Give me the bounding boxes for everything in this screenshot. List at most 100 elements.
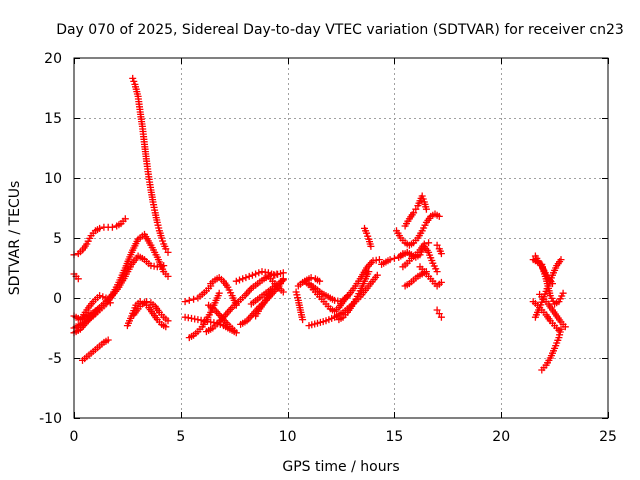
x-tick-label: 25: [599, 429, 617, 445]
data-point: [264, 269, 272, 277]
data-point: [159, 237, 167, 245]
series-sat-b: [70, 270, 82, 283]
data-point: [129, 74, 137, 82]
data-point: [269, 286, 277, 294]
series-sat-ad: [393, 210, 443, 249]
data-point: [561, 323, 569, 331]
data-point: [435, 310, 443, 318]
data-point: [559, 289, 567, 297]
data-point: [418, 192, 426, 200]
series-sat-aa: [335, 268, 373, 324]
x-tick-label: 10: [279, 429, 297, 445]
series-sat-aj: [433, 241, 445, 258]
series-sat-af: [395, 242, 441, 276]
data-point: [96, 224, 104, 232]
data-point: [158, 234, 166, 242]
data-point: [162, 245, 170, 253]
series-sat-p: [207, 274, 240, 309]
data-point: [437, 278, 445, 286]
data-point: [433, 241, 441, 249]
y-axis-label: SDTVAR / TECUs: [7, 181, 23, 296]
data-point: [106, 299, 114, 307]
data-point: [248, 271, 256, 279]
series-sat-g: [76, 292, 114, 324]
series-sat-n: [202, 270, 281, 336]
series-sat-am: [531, 252, 556, 288]
data-point: [190, 295, 198, 303]
axis-ticks: [74, 58, 609, 419]
data-point: [316, 277, 324, 285]
data-point: [420, 240, 428, 248]
data-point: [245, 272, 253, 280]
series-sat-f: [70, 298, 110, 337]
data-point: [375, 256, 383, 264]
data-point: [299, 316, 307, 324]
series-sat-ap: [536, 290, 569, 331]
series-sat-ab: [361, 224, 375, 250]
data-point: [412, 205, 420, 213]
data-point: [437, 313, 445, 321]
y-tick-label: 0: [53, 291, 62, 307]
data-point: [399, 250, 407, 258]
data-point: [108, 223, 116, 231]
data-point: [232, 277, 240, 285]
data-point: [364, 232, 372, 240]
data-point: [236, 276, 243, 284]
data-point: [244, 288, 252, 296]
x-tick-label: 20: [492, 429, 510, 445]
y-tick-labels: -10 -5 0 5 10 15 20: [39, 51, 62, 427]
data-point: [279, 276, 287, 284]
data-point: [121, 215, 129, 223]
series-sat-r: [232, 268, 287, 285]
data-point: [435, 212, 443, 220]
data-point: [164, 272, 172, 280]
data-point: [557, 256, 565, 264]
y-tick-label: 5: [53, 231, 62, 247]
series-sat-h: [123, 298, 170, 331]
data-point: [425, 239, 433, 247]
series-sat-a: [70, 215, 129, 259]
y-tick-label: 15: [44, 111, 62, 127]
data-point: [215, 289, 223, 297]
data-point: [279, 288, 287, 296]
y-tick-label: -5: [48, 351, 62, 367]
y-tick-label: -10: [39, 411, 62, 427]
data-point: [252, 270, 260, 278]
x-tick-label: 15: [385, 429, 403, 445]
data-point: [367, 242, 375, 250]
data-point: [185, 296, 193, 304]
data-point: [390, 254, 398, 262]
chart-title: Day 070 of 2025, Sidereal Day-to-day VTE…: [56, 22, 624, 38]
series-sat-j: [129, 74, 172, 256]
series-sat-ao: [531, 256, 565, 321]
data-point: [162, 323, 170, 331]
data-point: [410, 209, 418, 217]
data-point: [386, 256, 394, 264]
x-tick-labels: 0 5 10 15 20 25: [70, 429, 617, 445]
data-point: [365, 268, 373, 276]
data-point: [268, 270, 276, 278]
data-point: [230, 326, 238, 334]
series-sat-i: [130, 298, 172, 325]
data-point: [143, 298, 151, 306]
data-point: [557, 325, 565, 333]
series-sat-t: [252, 286, 277, 320]
data-point: [164, 317, 172, 325]
data-point: [242, 274, 250, 282]
data-point: [255, 269, 263, 277]
series-sat-y: [305, 256, 383, 306]
data-point: [433, 268, 441, 276]
x-axis-label: GPS time / hours: [282, 459, 399, 475]
x-tick-label: 5: [176, 429, 185, 445]
series-sat-u: [267, 275, 287, 296]
series-sat-aq: [538, 325, 565, 374]
series-sat-c: [79, 336, 112, 364]
y-tick-label: 20: [44, 51, 62, 67]
series-sat-ag: [399, 239, 433, 271]
series-sat-v: [292, 288, 307, 324]
data-point: [160, 262, 168, 270]
grid: [74, 58, 608, 418]
data-point: [363, 229, 371, 237]
series-sat-o: [205, 301, 238, 334]
